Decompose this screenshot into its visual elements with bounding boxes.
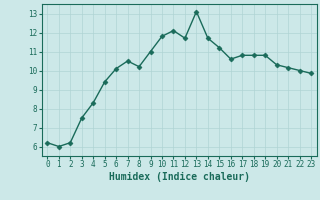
X-axis label: Humidex (Indice chaleur): Humidex (Indice chaleur) bbox=[109, 172, 250, 182]
